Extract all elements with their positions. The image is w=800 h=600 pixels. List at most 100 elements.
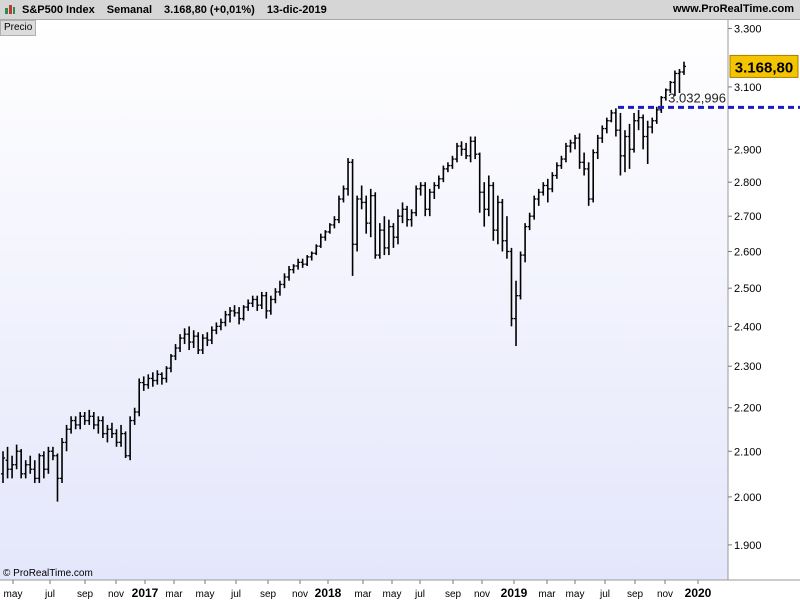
ohlc-bar xyxy=(359,185,364,210)
reference-label: 3.032,996 xyxy=(668,90,726,105)
ohlc-bar xyxy=(459,141,464,156)
ohlc-bar xyxy=(559,155,564,169)
ohlc-bar xyxy=(237,307,242,325)
ohlc-bar xyxy=(532,195,537,220)
chart-type-icon[interactable] xyxy=(4,3,16,15)
x-tick-label: sep xyxy=(77,589,94,600)
x-tick-label: 2018 xyxy=(315,586,342,600)
x-tick-label: may xyxy=(196,589,215,600)
ohlc-bar xyxy=(600,125,605,143)
panel-label[interactable]: Precio xyxy=(0,20,37,36)
y-tick-label: 2.500 xyxy=(734,283,762,295)
ohlc-bar xyxy=(609,109,614,123)
ohlc-bar xyxy=(69,416,74,434)
ohlc-bar xyxy=(205,332,210,347)
y-tick-label: 2.100 xyxy=(734,446,762,458)
ohlc-bar xyxy=(87,409,92,425)
ohlc-bar xyxy=(296,258,301,270)
ohlc-bar xyxy=(659,96,664,113)
ohlc-bar xyxy=(364,195,369,234)
ohlc-bar xyxy=(137,378,142,417)
ohlc-bar xyxy=(663,88,668,101)
price-chart[interactable]: 1.900 2.000 2.100 2.200 2.300 2.400 2.500 2.600… xyxy=(0,20,800,600)
ohlc-bar xyxy=(109,422,114,438)
plot-background xyxy=(0,20,728,580)
ohlc-bar xyxy=(309,251,314,261)
ohlc-bar xyxy=(178,334,183,353)
ohlc-bar xyxy=(482,182,487,227)
ohlc-bar xyxy=(341,185,346,203)
reference-level: 3.032,996 xyxy=(618,90,800,109)
y-tick-label: 1.900 xyxy=(734,540,762,552)
ohlc-bar xyxy=(173,344,178,361)
ohlc-bar xyxy=(255,295,260,311)
ohlc-bar xyxy=(582,152,587,176)
ohlc-bar xyxy=(241,305,246,321)
ohlc-bar xyxy=(636,109,641,131)
x-axis: may jul sep nov 2017 mar may jul sep nov 2018 mar ma… xyxy=(4,580,712,600)
y-axis: 1.900 2.000 2.100 2.200 2.300 2.400 2.500 2.600… xyxy=(728,23,762,552)
ohlc-bar xyxy=(232,305,237,317)
ohlc-bar xyxy=(119,424,124,447)
ohlc-bar xyxy=(23,460,28,479)
ohlc-bar xyxy=(414,185,419,217)
ohlc-bar xyxy=(504,216,509,259)
ohlc-bar xyxy=(377,223,382,259)
ohlc-bar xyxy=(468,136,473,163)
ohlc-bar xyxy=(346,158,351,196)
ohlc-bar xyxy=(500,199,505,252)
instrument-name: S&P500 Index xyxy=(22,4,95,16)
x-tick-label: jul xyxy=(230,589,241,600)
ohlc-bar xyxy=(200,334,205,355)
x-tick-label: nov xyxy=(474,589,490,600)
ohlc-bar xyxy=(495,195,500,245)
ohlc-bar xyxy=(60,437,65,483)
x-tick-label: sep xyxy=(445,589,462,600)
y-tick-label: 2.800 xyxy=(734,177,762,189)
ohlc-bar xyxy=(445,162,450,173)
x-tick-label: mar xyxy=(165,589,183,600)
ohlc-bar xyxy=(150,372,155,387)
ohlc-bar xyxy=(436,175,441,189)
x-tick-label: may xyxy=(4,589,23,600)
ohlc-bar xyxy=(105,424,110,443)
x-tick-label: jul xyxy=(414,589,425,600)
ohlc-bar xyxy=(10,455,15,479)
ohlc-bar xyxy=(282,273,287,289)
ohlc-bar xyxy=(595,134,600,160)
y-tick-label: 2.400 xyxy=(734,321,762,333)
ohlc-bar xyxy=(423,182,428,217)
ohlc-bar xyxy=(622,130,627,173)
ohlc-bar xyxy=(37,453,42,483)
ohlc-bar xyxy=(627,123,632,169)
ohlc-bar xyxy=(632,112,637,153)
x-tick-label: jul xyxy=(599,589,610,600)
ohlc-bar xyxy=(350,159,355,276)
title-left: S&P500 Index Semanal 3.168,80 (+0,01%) 13-d… xyxy=(4,3,339,16)
ohlc-bar xyxy=(1,451,5,483)
ohlc-bar xyxy=(264,291,269,319)
x-tick-label: 2020 xyxy=(685,586,712,600)
ohlc-bar xyxy=(509,247,514,327)
y-tick-label: 2.700 xyxy=(734,211,762,223)
x-tick-label: 2019 xyxy=(501,586,528,600)
ohlc-bar xyxy=(141,376,146,391)
x-tick-label: may xyxy=(566,589,585,600)
ohlc-bar xyxy=(250,295,255,308)
ohlc-bar xyxy=(654,106,659,124)
x-tick-label: nov xyxy=(292,589,308,600)
ohlc-bar xyxy=(146,374,151,389)
ohlc-bar xyxy=(645,120,650,164)
ohlc-bar xyxy=(477,152,482,213)
ohlc-bar xyxy=(545,178,550,203)
ohlc-bar xyxy=(55,453,60,502)
ohlc-bar xyxy=(159,372,164,385)
ohlc-bar xyxy=(82,412,87,425)
ohlc-bar xyxy=(541,182,546,196)
ohlc-bar xyxy=(613,108,618,137)
ohlc-bar xyxy=(527,212,532,231)
y-tick-label: 2.300 xyxy=(734,361,762,373)
period-label: Semanal xyxy=(106,4,153,16)
ohlc-bar xyxy=(391,223,396,248)
ohlc-bar xyxy=(128,416,133,461)
